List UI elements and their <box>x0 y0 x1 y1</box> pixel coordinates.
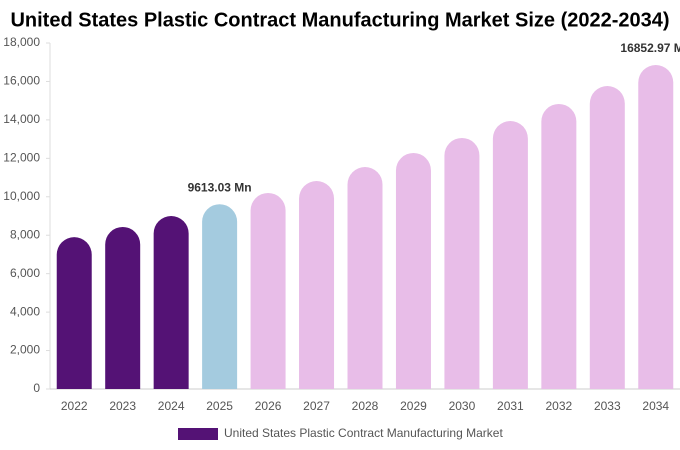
legend-swatch <box>178 428 218 440</box>
x-tick-label: 2024 <box>158 399 185 413</box>
chart-title: United States Plastic Contract Manufactu… <box>10 9 669 31</box>
x-tick-label: 2025 <box>206 399 233 413</box>
data-label: 9613.03 Mn <box>188 180 252 194</box>
bar <box>638 65 674 389</box>
x-tick-label: 2022 <box>61 399 88 413</box>
bar <box>153 216 189 389</box>
bar <box>202 204 238 389</box>
y-tick-label: 18,000 <box>3 35 40 49</box>
bar <box>589 86 625 390</box>
y-tick-label: 16,000 <box>3 74 40 88</box>
bar <box>250 192 286 389</box>
x-tick-label: 2026 <box>255 399 282 413</box>
y-tick-label: 10,000 <box>3 189 40 203</box>
bar <box>105 226 141 389</box>
y-tick-label: 12,000 <box>3 151 40 165</box>
x-tick-label: 2023 <box>109 399 136 413</box>
bar <box>492 121 528 390</box>
x-tick-label: 2029 <box>400 399 427 413</box>
bar <box>56 237 92 389</box>
bar <box>444 137 480 389</box>
x-tick-label: 2033 <box>594 399 621 413</box>
bar <box>395 152 431 389</box>
data-label: 16852.97 Mn <box>620 41 680 55</box>
bar <box>541 103 577 389</box>
bar <box>347 166 383 389</box>
y-tick-label: 0 <box>33 381 40 395</box>
y-tick-label: 6,000 <box>10 266 40 280</box>
x-tick-label: 2028 <box>352 399 379 413</box>
x-tick-label: 2034 <box>642 399 669 413</box>
y-tick-label: 14,000 <box>3 112 40 126</box>
legend-label: United States Plastic Contract Manufactu… <box>224 426 503 440</box>
bar <box>299 181 335 389</box>
y-tick-label: 4,000 <box>10 304 40 318</box>
y-tick-label: 8,000 <box>10 227 40 241</box>
y-tick-label: 2,000 <box>10 343 40 357</box>
x-tick-label: 2031 <box>497 399 524 413</box>
x-tick-label: 2030 <box>449 399 476 413</box>
x-tick-label: 2027 <box>303 399 330 413</box>
x-tick-label: 2032 <box>545 399 572 413</box>
